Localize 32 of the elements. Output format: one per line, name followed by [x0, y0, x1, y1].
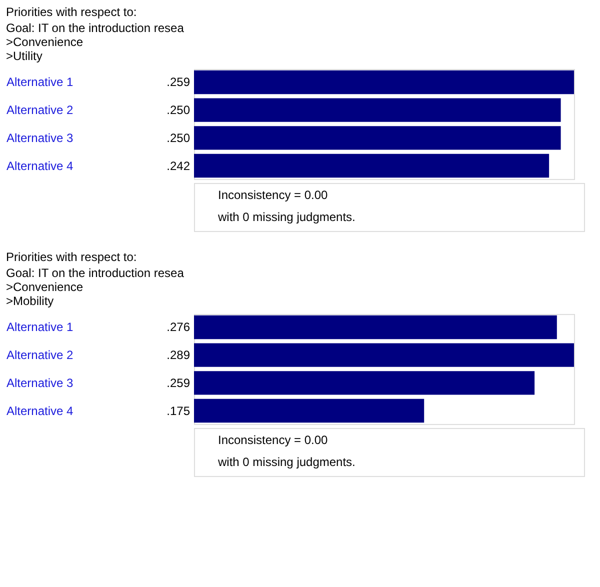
text: with 0 missing judgments. [217, 455, 356, 469]
y-tick-label: Alternative 1 [6, 75, 74, 90]
bar [194, 315, 557, 340]
text: Priorities with respect to: [6, 250, 137, 264]
y-tick-label: Alternative 3 [6, 130, 74, 145]
data-label: .289 [166, 348, 190, 362]
text: Priorities with respect to: [6, 5, 137, 19]
bar [194, 343, 574, 367]
text: >Convenience [6, 35, 84, 49]
bar [194, 371, 535, 395]
data-label: .175 [166, 404, 190, 418]
text: Goal: IT on the introduction resea [6, 21, 184, 35]
y-tick-label: Alternative 3 [6, 376, 74, 390]
text: Inconsistency = 0.00 [218, 433, 328, 447]
y-tick-label: Alternative 2 [6, 348, 74, 362]
text: >Utility [6, 49, 42, 63]
text: Goal: IT on the introduction resea [6, 266, 184, 280]
data-label: .250 [166, 103, 190, 118]
text: >Convenience [6, 280, 84, 294]
data-label: .259 [166, 75, 190, 90]
data-label: .242 [166, 158, 190, 173]
y-tick-label: Alternative 1 [6, 320, 74, 334]
y-tick-label: Alternative 4 [6, 404, 74, 418]
data-label: .276 [166, 320, 190, 334]
y-tick-label: Alternative 4 [6, 158, 74, 173]
text: with 0 missing judgments. [217, 210, 356, 224]
bar [194, 398, 424, 423]
text: >Mobility [6, 294, 54, 308]
y-tick-label: Alternative 2 [6, 103, 74, 118]
data-label: .250 [166, 130, 190, 145]
text: Inconsistency = 0.00 [218, 188, 328, 202]
data-label: .259 [166, 376, 190, 390]
